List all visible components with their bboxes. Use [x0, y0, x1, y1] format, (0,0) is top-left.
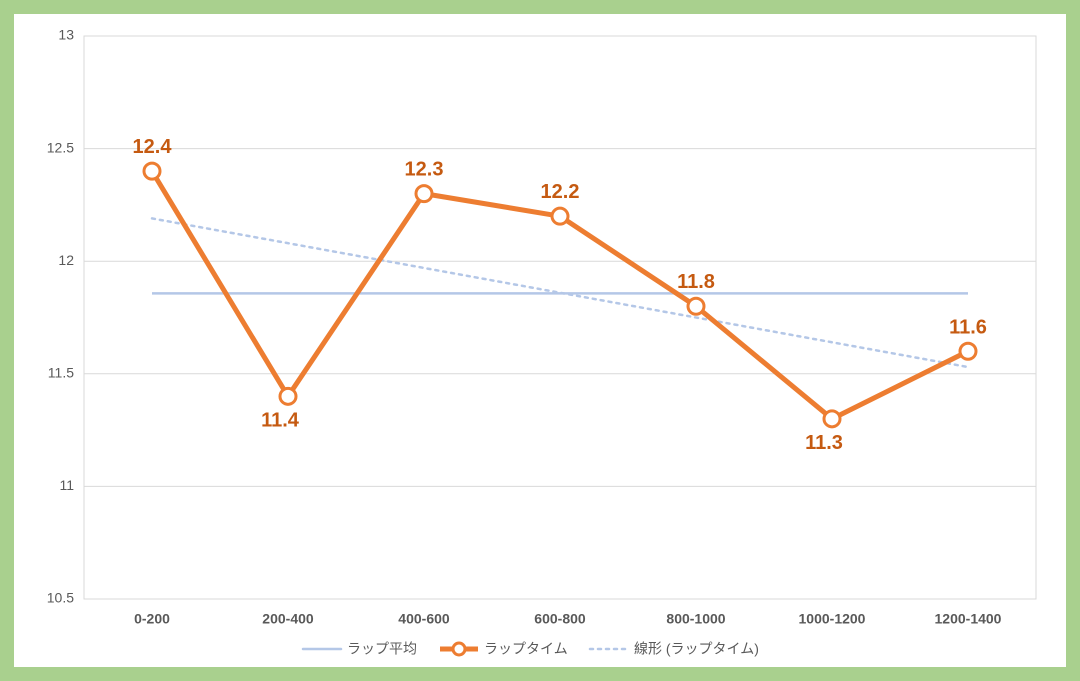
data-label: 11.3: [805, 432, 843, 454]
data-label: 12.3: [405, 159, 444, 181]
data-label: 12.4: [133, 136, 173, 158]
laptime-marker: [416, 186, 432, 202]
data-label: 11.6: [949, 316, 987, 338]
data-label: 11.8: [677, 271, 715, 293]
x-tick-label: 1200-1400: [935, 610, 1002, 626]
laptime-marker: [960, 343, 976, 359]
y-tick-label: 12: [58, 252, 74, 268]
legend-label: ラップ平均: [347, 641, 417, 657]
laptime-marker: [280, 388, 296, 404]
x-tick-label: 600-800: [534, 610, 586, 626]
chart-container: 10.5 11 11.5 12 12.5 13 12.4 11.4 12.3 12.2 11.8 11…: [0, 0, 1080, 681]
laptime-marker: [552, 208, 568, 224]
x-tick-label: 400-600: [398, 610, 450, 626]
laptime-marker: [144, 163, 160, 179]
chart-svg: 10.5 11 11.5 12 12.5 13 12.4 11.4 12.3 12.2 11.8 11…: [0, 0, 1080, 681]
data-label: 12.2: [541, 181, 580, 203]
legend-label: 線形 (ラップタイム): [634, 641, 759, 657]
x-tick-label: 0-200: [134, 610, 170, 626]
y-tick-label: 11: [59, 477, 74, 493]
x-tick-label: 1000-1200: [799, 610, 866, 626]
laptime-marker: [688, 298, 704, 314]
y-tick-label: 10.5: [47, 590, 74, 606]
data-label: 11.4: [261, 409, 300, 431]
legend-label: ラップタイム: [484, 641, 568, 657]
y-tick-label: 13: [58, 27, 74, 43]
x-tick-label: 200-400: [262, 610, 314, 626]
laptime-marker: [824, 411, 840, 427]
y-tick-label: 12.5: [47, 139, 74, 155]
y-tick-label: 11.5: [48, 365, 74, 381]
x-tick-label: 800-1000: [666, 610, 725, 626]
